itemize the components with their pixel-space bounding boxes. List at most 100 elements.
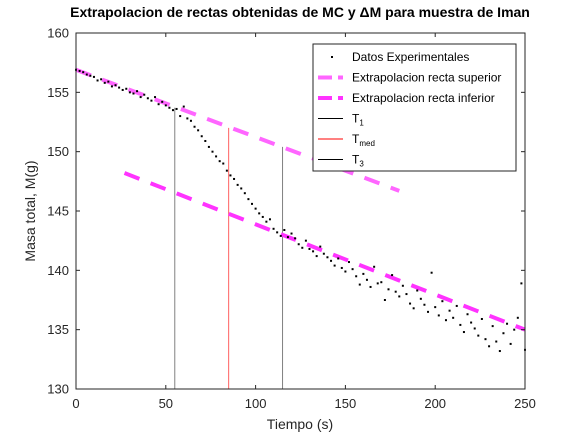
data-point — [344, 270, 347, 273]
legend-label-subscript: med — [359, 139, 375, 148]
data-point — [513, 328, 516, 331]
data-point — [254, 207, 257, 210]
data-point — [477, 334, 480, 337]
data-point — [373, 265, 376, 268]
data-point — [261, 215, 264, 218]
data-point — [182, 105, 185, 108]
data-point — [125, 87, 128, 90]
series-extrapolacion-recta-inferior — [123, 171, 526, 332]
data-point — [128, 91, 131, 94]
data-point — [462, 331, 465, 334]
data-point — [268, 218, 271, 221]
data-point — [85, 73, 88, 76]
data-point — [387, 288, 390, 291]
data-point — [362, 272, 365, 275]
legend-entry: Extrapolacion recta inferior — [318, 91, 495, 105]
legend-entry: Extrapolacion recta superior — [318, 71, 501, 85]
data-point — [480, 317, 483, 320]
data-point — [150, 99, 153, 102]
data-point — [139, 96, 142, 99]
data-point — [427, 310, 430, 313]
data-point — [380, 281, 383, 284]
data-point — [473, 327, 476, 330]
data-point — [225, 169, 228, 172]
data-point — [491, 325, 494, 328]
legend: Datos Experimentales Extrapolacion recta … — [312, 43, 517, 172]
data-point — [110, 85, 113, 88]
legend-marker-dot — [331, 56, 333, 58]
data-point — [495, 340, 498, 343]
data-point — [204, 139, 207, 142]
data-point — [279, 234, 282, 237]
data-point — [157, 103, 160, 106]
x-tick-label: 50 — [159, 396, 173, 411]
data-point — [509, 342, 512, 345]
data-point — [121, 88, 124, 91]
legend-label: Extrapolacion recta superior — [352, 71, 501, 85]
data-point — [326, 256, 329, 259]
legend-entry: Datos Experimentales — [331, 50, 469, 64]
data-point — [171, 109, 174, 112]
y-tick-label: 150 — [47, 144, 69, 159]
data-point — [229, 174, 232, 177]
data-point — [92, 75, 95, 78]
data-point — [89, 74, 92, 77]
data-point — [168, 106, 171, 109]
data-point — [100, 78, 103, 81]
data-point — [118, 86, 121, 89]
data-point — [498, 350, 501, 353]
data-point — [276, 231, 279, 234]
data-point — [240, 187, 243, 190]
data-point — [215, 155, 218, 158]
data-point — [398, 295, 401, 298]
legend-items: Datos Experimentales Extrapolacion recta … — [318, 50, 501, 169]
data-point — [175, 107, 178, 110]
data-point — [484, 338, 487, 341]
data-point — [304, 239, 307, 242]
data-point — [340, 266, 343, 269]
data-point — [466, 313, 469, 316]
data-point — [222, 162, 225, 165]
data-point — [200, 135, 203, 138]
y-tick-label: 140 — [47, 263, 69, 278]
data-point — [251, 202, 254, 205]
data-point — [516, 316, 519, 319]
data-point — [107, 80, 110, 83]
data-point — [369, 285, 372, 288]
legend-label-subscript: 3 — [359, 160, 364, 169]
data-point — [233, 177, 236, 180]
data-point — [272, 227, 275, 230]
data-point — [365, 278, 368, 281]
data-point — [136, 90, 139, 93]
data-point — [218, 160, 221, 163]
x-tick-label: 250 — [514, 396, 536, 411]
data-point — [247, 198, 250, 201]
y-tick-label: 135 — [47, 322, 69, 337]
data-point — [520, 282, 523, 285]
x-axis-label: Tiempo (s) — [267, 416, 333, 432]
data-point — [419, 297, 422, 300]
data-point — [258, 212, 261, 215]
data-point — [207, 145, 210, 148]
data-point — [186, 117, 189, 120]
data-point — [301, 246, 304, 249]
y-axis-label: Masa total, M(g) — [22, 160, 38, 261]
data-point — [383, 299, 386, 301]
data-point — [146, 97, 149, 100]
data-point — [351, 268, 354, 271]
y-tick-label: 155 — [47, 85, 69, 100]
data-point — [391, 274, 394, 277]
data-point — [488, 345, 491, 348]
data-point — [452, 316, 455, 319]
data-point — [412, 307, 415, 310]
data-point — [294, 237, 297, 240]
data-point — [409, 302, 412, 305]
data-point — [179, 115, 182, 118]
data-point — [376, 282, 379, 285]
data-point — [211, 150, 214, 153]
data-point — [243, 192, 246, 195]
data-point — [96, 79, 99, 82]
data-point — [189, 119, 192, 122]
data-point — [434, 306, 437, 309]
